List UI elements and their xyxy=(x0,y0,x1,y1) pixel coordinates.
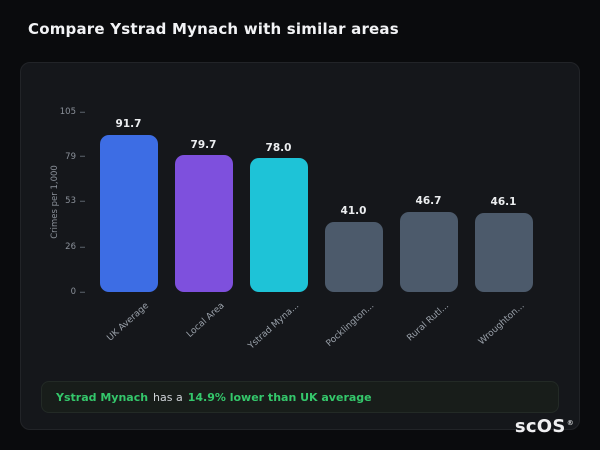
x-axis-label: Rural Rutl... xyxy=(405,301,452,344)
bar-value-label: 78.0 xyxy=(265,141,292,154)
y-tick: 26 xyxy=(65,243,85,252)
chart-card: Crimes per 1,000 105 79 53 26 0 91.7 UK Avera… xyxy=(20,62,580,430)
bar[interactable] xyxy=(174,155,233,292)
plot-area: 105 79 53 26 0 91.7 UK Average 79.7 Local Area 7… xyxy=(60,108,541,352)
x-axis-label: Pocklington... xyxy=(324,301,377,349)
bar[interactable] xyxy=(399,211,458,292)
bar-value-label: 79.7 xyxy=(190,138,217,151)
y-tick: 0 xyxy=(71,288,85,297)
y-tick-mark xyxy=(80,246,85,248)
y-tick-mark xyxy=(80,156,85,158)
y-tick: 79 xyxy=(65,152,85,161)
x-axis-label: Ystrad Myna... xyxy=(246,301,302,352)
bar-group: 78.0 Ystrad Myna... xyxy=(241,112,316,352)
bar-value-label: 46.1 xyxy=(490,196,517,209)
bar-group: 91.7 UK Average xyxy=(91,112,166,343)
y-tick: 53 xyxy=(65,197,85,206)
bar-value-label: 91.7 xyxy=(115,118,142,131)
registered-mark: ® xyxy=(566,419,574,427)
summary-callout: Ystrad Mynach has a 14.9% lower than UK … xyxy=(41,381,559,413)
bar[interactable] xyxy=(249,158,308,292)
bar[interactable] xyxy=(474,212,533,292)
y-tick-mark xyxy=(80,111,85,113)
bar-value-label: 41.0 xyxy=(340,205,367,218)
scos-logo-text: scOS xyxy=(514,416,566,437)
x-axis-label: Wroughton... xyxy=(476,301,527,348)
y-axis-label: Crimes per 1,000 xyxy=(50,165,60,239)
y-tick-label: 79 xyxy=(65,151,76,162)
y-tick: 105 xyxy=(60,108,85,117)
callout-middle-text: has a xyxy=(153,390,183,404)
scos-logo: scOS® xyxy=(515,416,574,437)
bar-group: 41.0 Pocklington... xyxy=(316,112,391,349)
callout-highlight-text: 14.9% lower than UK average xyxy=(187,390,372,404)
bar-group: 46.1 Wroughton... xyxy=(466,112,541,347)
y-tick-label: 26 xyxy=(65,242,76,253)
y-tick-label: 105 xyxy=(59,106,76,117)
x-axis-label: Local Area xyxy=(184,301,227,340)
y-tick-label: 53 xyxy=(65,195,76,206)
bar[interactable] xyxy=(324,221,383,292)
bar[interactable] xyxy=(99,134,158,292)
y-tick-mark xyxy=(80,291,85,293)
page-title: Compare Ystrad Mynach with similar areas xyxy=(28,20,399,38)
callout-area-name: Ystrad Mynach xyxy=(56,390,149,404)
bar-group: 46.7 Rural Rutl... xyxy=(391,112,466,343)
bar-group: 79.7 Local Area xyxy=(166,112,241,340)
x-axis-label: UK Average xyxy=(105,301,152,344)
bar-value-label: 46.7 xyxy=(415,195,442,208)
y-tick-label: 0 xyxy=(70,286,76,297)
y-tick-mark xyxy=(80,200,85,202)
bars: 91.7 UK Average 79.7 Local Area 78.0 Ystrad M… xyxy=(91,112,541,352)
